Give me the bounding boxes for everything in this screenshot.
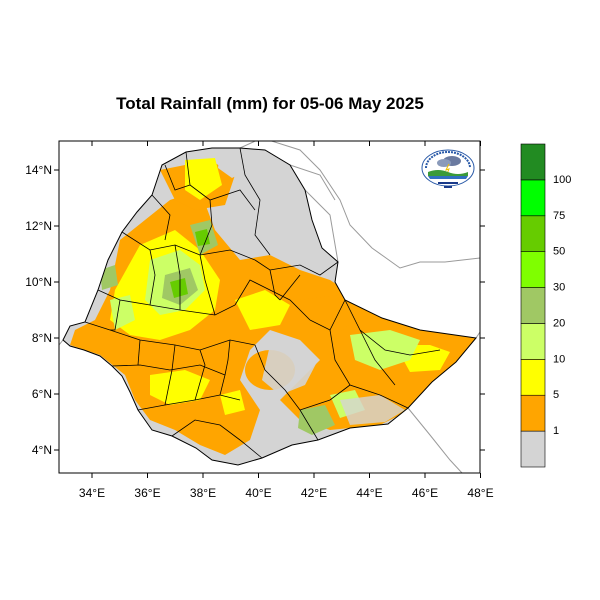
- y-tick-label: 12°N: [25, 219, 52, 233]
- colorbar-bin: [520, 215, 546, 252]
- y-tick-label: 8°N: [32, 331, 52, 345]
- ethiopia-region: [62, 147, 477, 466]
- colorbar-bin: [520, 179, 546, 217]
- x-tick-label: 46°E: [412, 486, 438, 500]
- ethiopia-border: [62, 147, 477, 466]
- colorbar-label: 1: [553, 425, 559, 437]
- colorbar-label: 30: [553, 282, 565, 294]
- y-tick-label: 6°N: [32, 387, 52, 401]
- y-tick-label: 14°N: [25, 163, 52, 177]
- colorbar-label: 5: [553, 389, 559, 401]
- y-tick-label: 10°N: [25, 275, 52, 289]
- x-tick-label: 48°E: [467, 486, 493, 500]
- x-tick-label: 42°E: [301, 486, 327, 500]
- map-title: Total Rainfall (mm) for 05-06 May 2025: [116, 94, 424, 113]
- ethiopian-meteorology-institute-logo-icon: [418, 146, 478, 192]
- colorbar-label: 50: [553, 246, 565, 258]
- y-tick-label: 4°N: [32, 443, 52, 457]
- colorbar-bin: [520, 251, 546, 288]
- rainfall-field: [70, 150, 476, 455]
- plot-area: [59, 141, 480, 473]
- colorbar-label: 75: [553, 210, 565, 222]
- x-axis: 34°E 36°E 38°E 40°E 42°E 44°E 46°E 48°E: [79, 141, 494, 500]
- admin-boundaries: [84, 148, 441, 459]
- colorbar-bin: [520, 143, 546, 181]
- x-tick-label: 40°E: [245, 486, 271, 500]
- colorbar-bin: [520, 430, 546, 468]
- x-tick-label: 34°E: [79, 486, 105, 500]
- colorbar-label: 20: [553, 317, 565, 329]
- colorbar-label: 10: [553, 353, 565, 365]
- x-tick-label: 36°E: [134, 486, 160, 500]
- neighbor-borders: [59, 141, 480, 473]
- y-axis: 14°N 12°N 10°N 8°N 6°N 4°N: [25, 163, 485, 457]
- colorbar-bin: [520, 323, 546, 360]
- colorbar-label: 100: [553, 174, 571, 186]
- colorbar-legend: 1 5 10 20 30 50 75 100: [520, 143, 571, 468]
- x-tick-label: 44°E: [356, 486, 382, 500]
- colorbar-bin: [520, 394, 546, 432]
- plot-frame: [58, 140, 481, 474]
- colorbar-bin: [520, 287, 546, 324]
- x-tick-label: 38°E: [190, 486, 216, 500]
- colorbar-bin: [520, 359, 546, 396]
